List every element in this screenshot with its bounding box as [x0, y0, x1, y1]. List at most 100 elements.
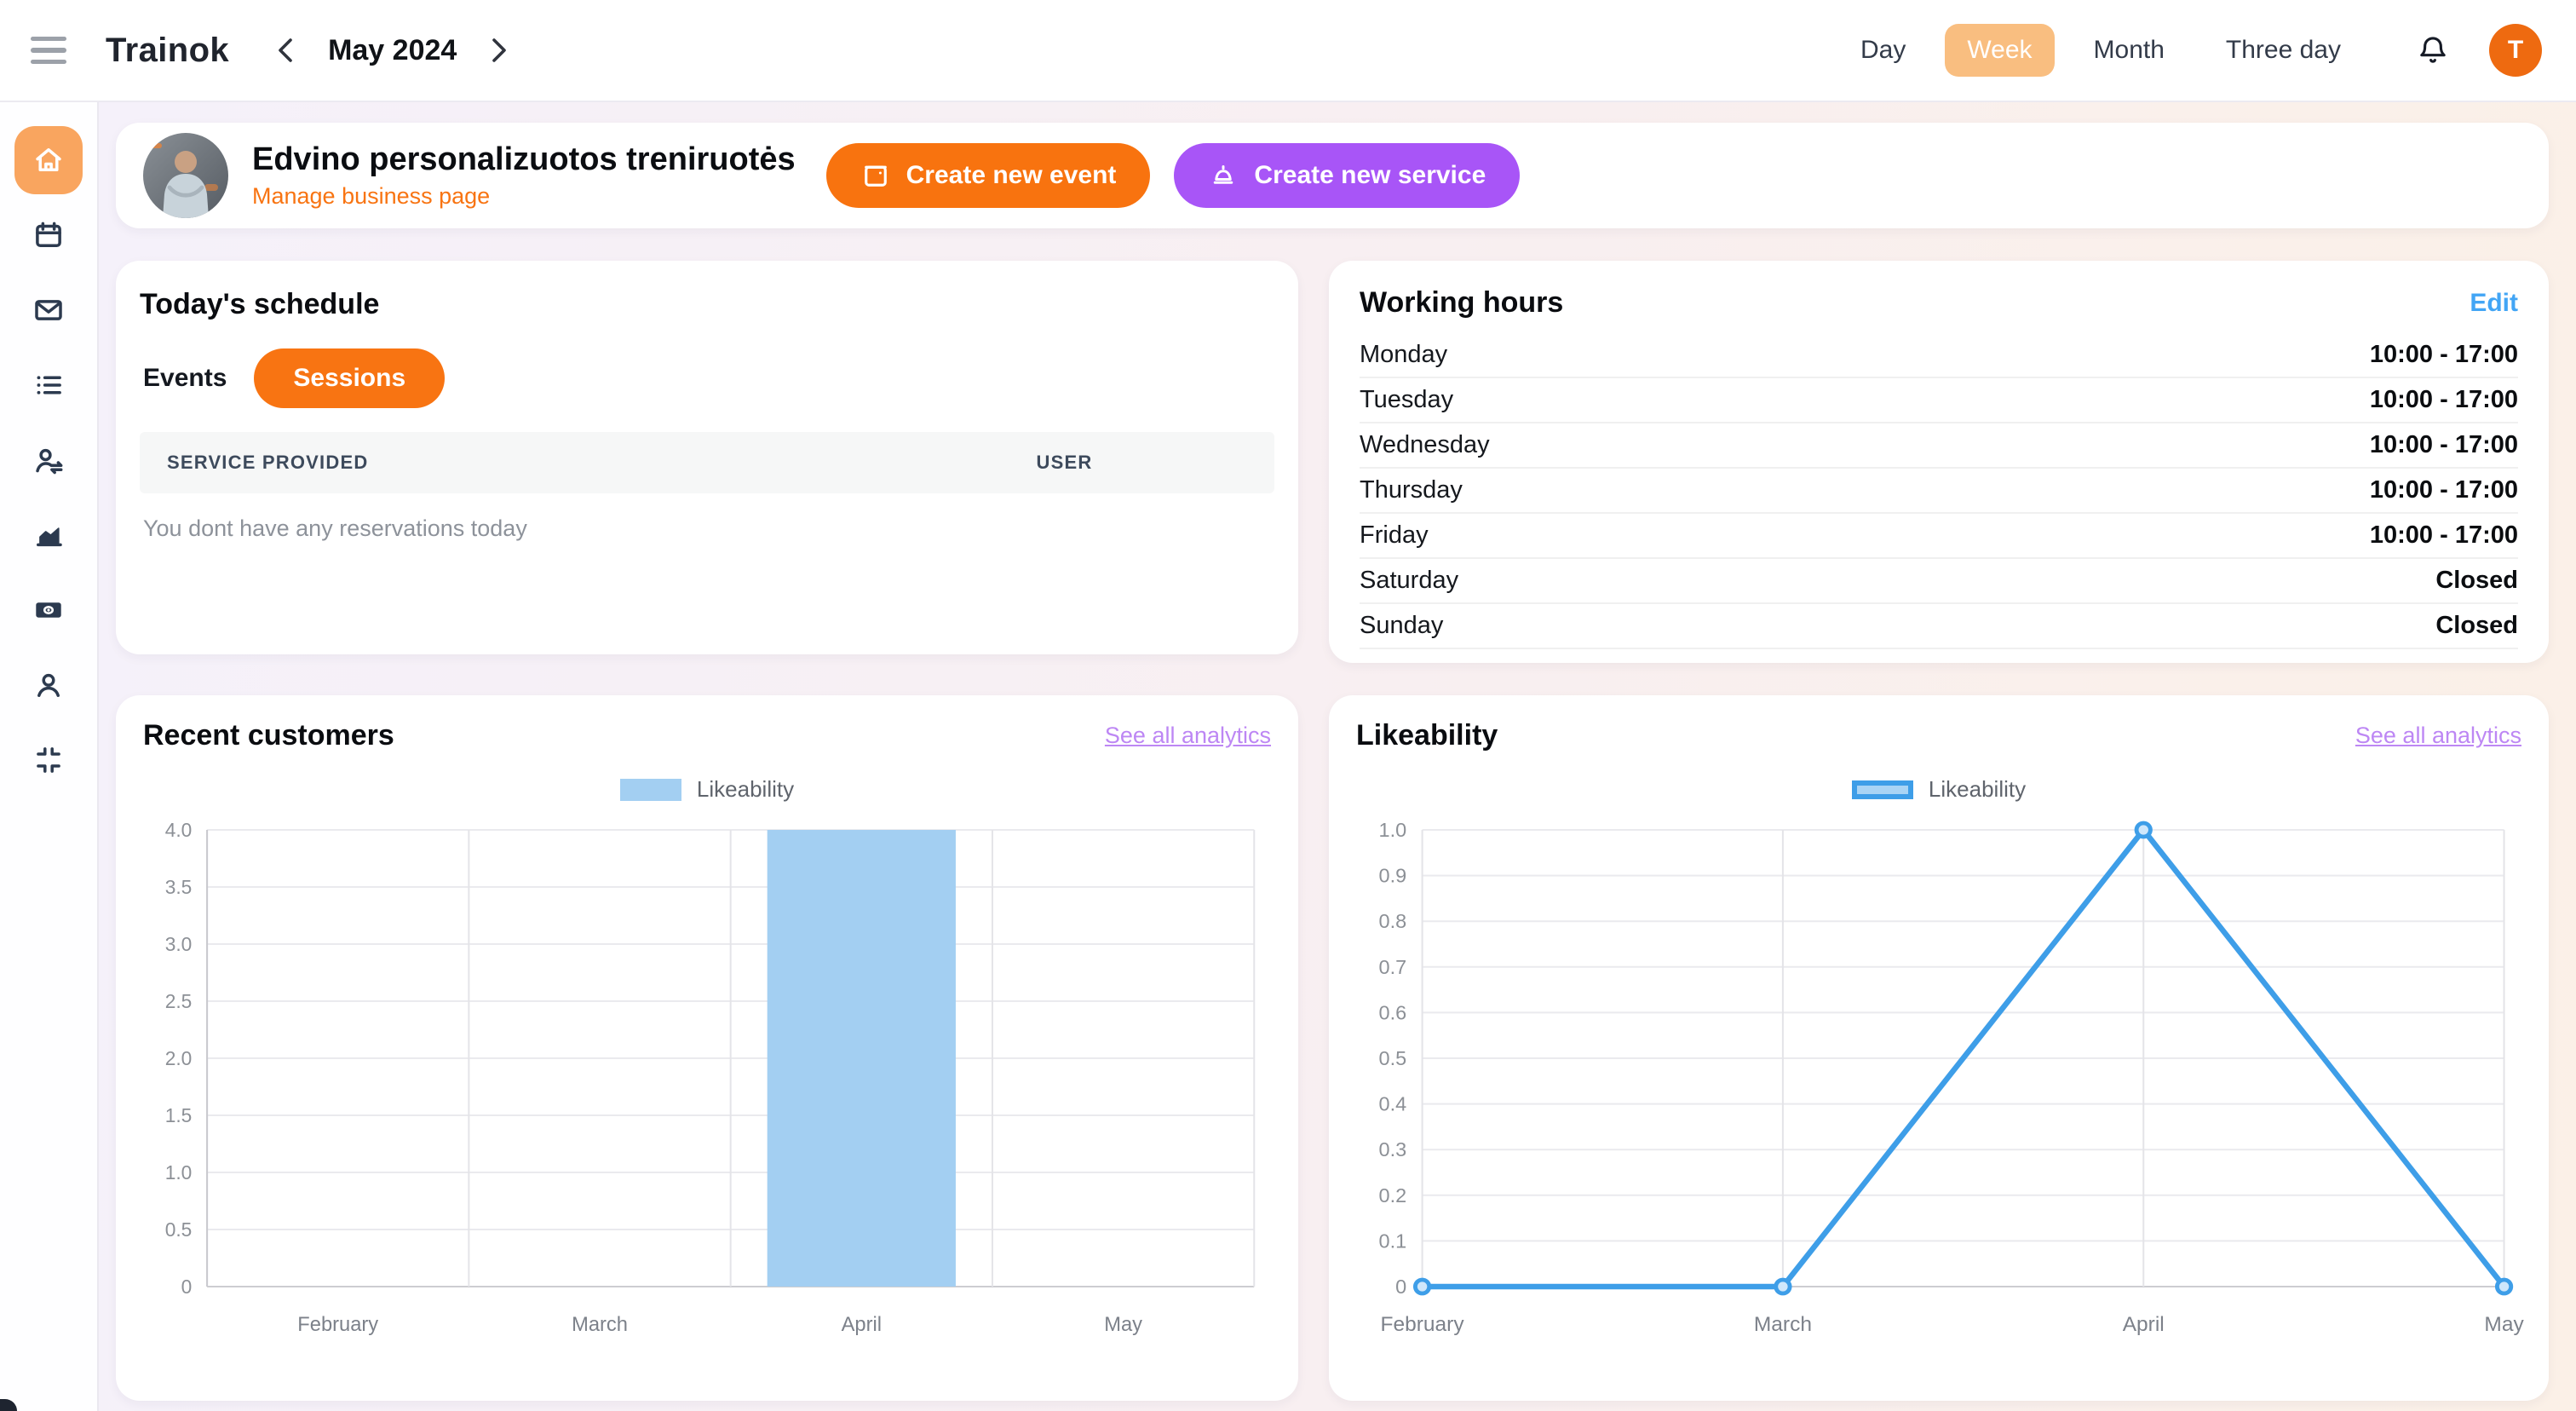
hours-value: 10:00 - 17:00 [2369, 431, 2518, 458]
svg-text:0.5: 0.5 [1379, 1047, 1407, 1069]
recent-customers-bar-chart: 0 0.5 1.0 1.5 2.0 2.5 3.0 3.5 4.0 February March Ap… [165, 819, 1256, 1336]
working-hours-card: Working hours Edit Monday 10:00 - 17:00 … [1329, 261, 2549, 663]
svg-text:3.0: 3.0 [165, 933, 193, 955]
svg-text:0.6: 0.6 [1379, 1002, 1407, 1024]
day-label: Monday [1360, 341, 1448, 368]
business-avatar [143, 133, 228, 218]
svg-text:February: February [1381, 1313, 1465, 1336]
day-label: Tuesday [1360, 386, 1454, 413]
svg-text:2.5: 2.5 [165, 990, 193, 1012]
hours-value: Closed [2435, 567, 2518, 594]
create-new-event-button[interactable]: Create new event [825, 143, 1151, 208]
hamburger-menu-icon[interactable] [31, 26, 78, 74]
business-name: Edvino personalizuotos treniruotės [252, 141, 796, 177]
schedule-empty-message: You dont have any reservations today [143, 515, 527, 541]
see-all-analytics-link[interactable]: See all analytics [1104, 723, 1272, 748]
working-hours-row: Thursday 10:00 - 17:00 [1360, 469, 2518, 514]
user-arrows-icon [36, 448, 63, 475]
sidebar [0, 102, 99, 1411]
view-option-day[interactable]: Day [1860, 36, 1906, 64]
hours-value: 10:00 - 17:00 [2369, 476, 2518, 504]
svg-text:1.0: 1.0 [1379, 819, 1407, 841]
schedule-title: Today's schedule [140, 288, 380, 320]
topbar: Trainok May 2024 Day Week Month Three da… [0, 0, 2576, 102]
likeability-line-chart: 0 0.1 0.2 0.3 0.4 0.5 0.6 0.7 0.8 0.9 1.0 February M… [1379, 819, 2525, 1336]
working-hours-row: Tuesday 10:00 - 17:00 [1360, 378, 2518, 423]
svg-text:0.7: 0.7 [1379, 956, 1407, 978]
legend-label: Likeability [696, 776, 795, 802]
sidebar-item-payments[interactable] [14, 576, 83, 644]
sidebar-item-clients[interactable] [14, 426, 83, 494]
sidebar-item-messages[interactable] [14, 276, 83, 344]
next-period-button[interactable] [480, 32, 518, 69]
hours-value: Closed [2435, 612, 2518, 639]
sidebar-item-list[interactable] [14, 351, 83, 419]
chart-legend: Likeability [1356, 776, 2521, 803]
likeability-card: Likeability See all analytics Likeabilit… [1329, 695, 2549, 1401]
column-service-provided: SERVICE PROVIDED [167, 452, 369, 473]
svg-text:April: April [2123, 1313, 2165, 1336]
day-label: Wednesday [1360, 431, 1490, 458]
bottom-left-dark-artifact [0, 1399, 17, 1411]
svg-text:March: March [572, 1313, 628, 1336]
svg-text:0.3: 0.3 [1379, 1138, 1407, 1160]
sidebar-item-analytics[interactable] [14, 501, 83, 569]
working-hours-title: Working hours [1360, 286, 1564, 319]
view-option-month[interactable]: Month [2093, 36, 2165, 64]
legend-swatch [1851, 780, 1913, 799]
service-bell-icon [1214, 165, 1233, 184]
svg-text:0.2: 0.2 [1379, 1184, 1407, 1207]
svg-text:March: March [1754, 1313, 1812, 1336]
manage-business-page-link[interactable]: Manage business page [252, 183, 491, 209]
svg-text:May: May [2484, 1313, 2524, 1336]
view-option-week[interactable]: Week [1945, 24, 2055, 77]
legend-swatch [619, 778, 681, 801]
legend-label: Likeability [1928, 776, 2027, 802]
working-hours-row: Monday 10:00 - 17:00 [1360, 333, 2518, 378]
sidebar-item-integrations[interactable] [14, 726, 83, 794]
hours-value: 10:00 - 17:00 [2369, 341, 2518, 368]
edit-working-hours-link[interactable]: Edit [2470, 288, 2518, 317]
calendar-plus-icon [864, 165, 887, 187]
svg-text:3.5: 3.5 [165, 876, 193, 898]
tab-sessions[interactable]: Sessions [254, 348, 446, 408]
svg-text:0.5: 0.5 [165, 1218, 193, 1241]
prev-period-button[interactable] [267, 32, 304, 69]
svg-text:2.0: 2.0 [165, 1047, 193, 1069]
view-option-three-day[interactable]: Three day [2225, 36, 2341, 64]
bell-icon [2420, 37, 2446, 63]
notifications-button[interactable] [2404, 21, 2462, 79]
user-icon [37, 673, 60, 697]
recent-customers-title: Recent customers [143, 719, 394, 752]
tab-events[interactable]: Events [143, 364, 227, 392]
create-new-service-button[interactable]: Create new service [1174, 143, 1521, 208]
mail-icon [35, 300, 62, 320]
main-content: Edvino personalizuotos treniruotės Manag… [99, 102, 2576, 1411]
svg-text:0.4: 0.4 [1379, 1093, 1407, 1115]
home-icon [36, 148, 61, 171]
user-avatar[interactable]: T [2489, 24, 2542, 77]
merge-icon [37, 747, 60, 773]
todays-schedule-card: Today's schedule Events Sessions SERVICE… [116, 261, 1299, 654]
sidebar-item-profile[interactable] [14, 651, 83, 719]
chevron-right-icon [492, 38, 507, 62]
hours-value: 10:00 - 17:00 [2369, 386, 2518, 413]
app-logo: Trainok [106, 31, 230, 69]
svg-text:April: April [842, 1313, 882, 1336]
see-all-analytics-link[interactable]: See all analytics [2355, 723, 2521, 748]
svg-text:February: February [297, 1313, 378, 1336]
column-user: USER [1036, 452, 1093, 473]
schedule-tabs: Events Sessions [143, 348, 1274, 408]
current-period-label: May 2024 [328, 33, 457, 66]
create-new-service-label: Create new service [1254, 161, 1486, 189]
trainer-photo [143, 133, 228, 218]
date-navigation: May 2024 [267, 32, 518, 69]
schedule-table-header: SERVICE PROVIDED USER [140, 432, 1275, 493]
svg-text:0.1: 0.1 [1379, 1230, 1407, 1253]
svg-text:0: 0 [181, 1276, 193, 1298]
sidebar-item-home[interactable] [14, 126, 83, 194]
list-icon [37, 376, 61, 395]
sidebar-item-calendar[interactable] [14, 201, 83, 269]
chevron-left-icon [279, 38, 292, 62]
